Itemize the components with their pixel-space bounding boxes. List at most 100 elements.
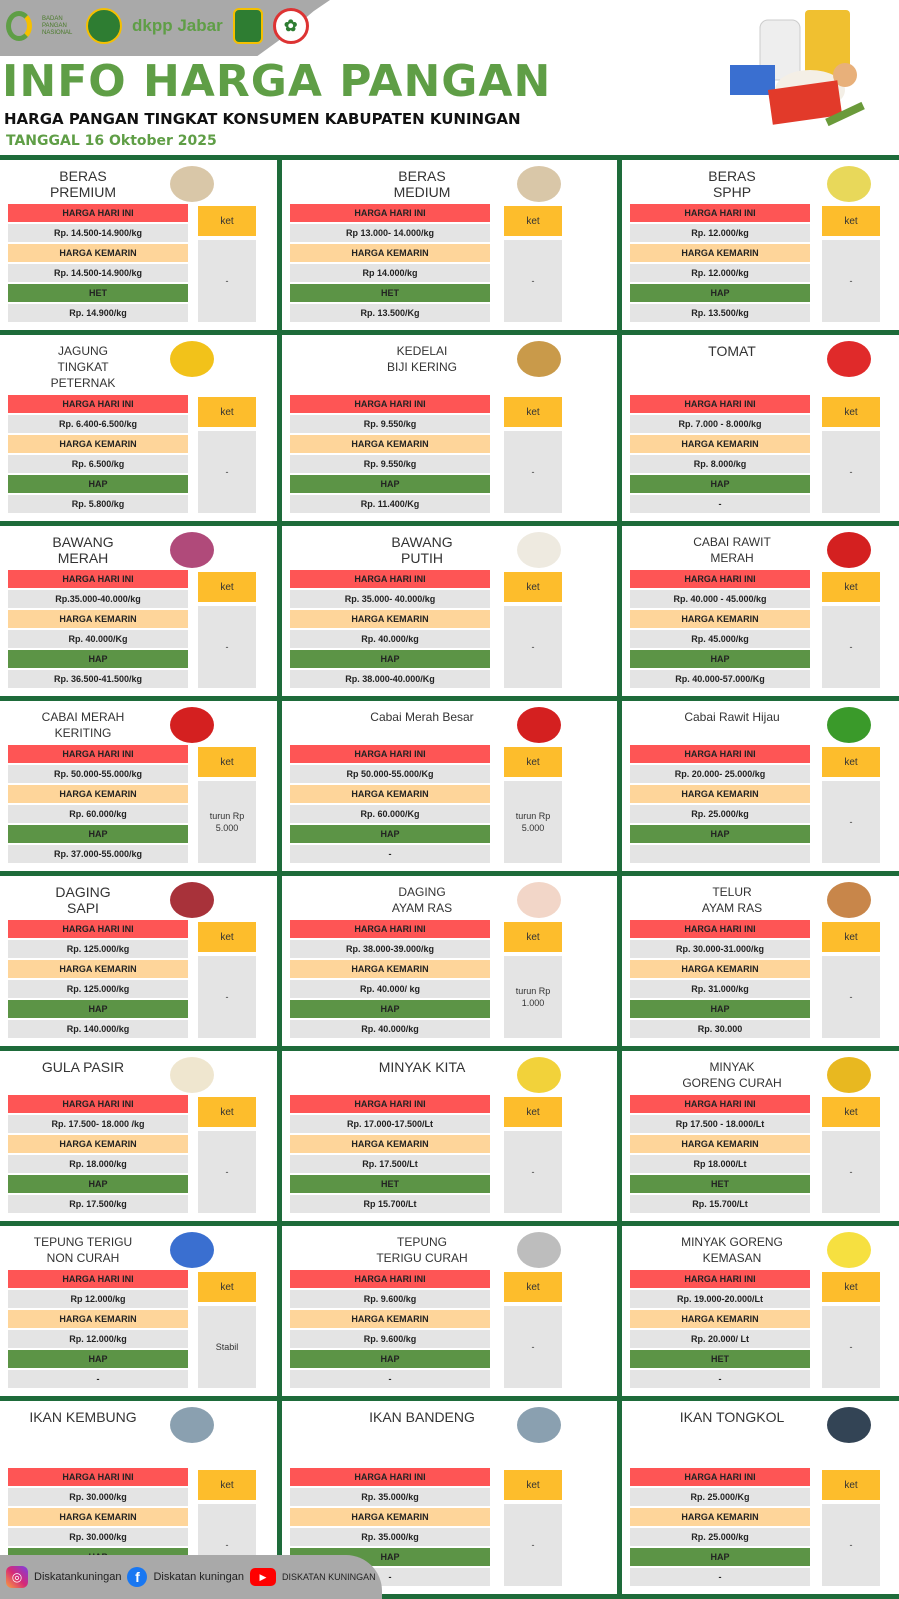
price-card: CABAI RAWIT MERAH HARGA HARI INI Rp. 40.00… bbox=[617, 526, 899, 701]
reference-price-value bbox=[630, 845, 810, 863]
price-card: KEDELAI BIJI KERING HARGA HARI INI Rp. 9.5… bbox=[277, 335, 617, 526]
reference-price-value: Rp. 37.000-55.000/kg bbox=[8, 845, 188, 863]
flour-pack-icon bbox=[170, 1232, 214, 1268]
today-price-label: HARGA HARI INI bbox=[8, 204, 188, 222]
yesterday-price-value: Rp. 125.000/kg bbox=[8, 980, 188, 998]
yesterday-price-label: HARGA KEMARIN bbox=[290, 244, 490, 262]
reference-price-value: Rp. 30.000 bbox=[630, 1020, 810, 1038]
today-price-label: HARGA HARI INI bbox=[8, 395, 188, 413]
note-column: ket - bbox=[822, 206, 880, 322]
today-price-label: HARGA HARI INI bbox=[290, 920, 490, 938]
today-price-label: HARGA HARI INI bbox=[8, 1270, 188, 1288]
note-value: - bbox=[198, 240, 256, 322]
note-value: - bbox=[822, 606, 880, 688]
facebook-icon[interactable]: f bbox=[127, 1567, 148, 1587]
yesterday-price-value: Rp. 40.000/Kg bbox=[8, 630, 188, 648]
price-card: DAGING SAPI HARGA HARI INI Rp. 125.000/kg H… bbox=[0, 876, 277, 1051]
commodity-name: IKAN KEMBUNG bbox=[29, 1409, 137, 1425]
yesterday-price-label: HARGA KEMARIN bbox=[8, 785, 188, 803]
note-column: ket - bbox=[504, 397, 562, 513]
yesterday-price-value: Rp. 8.000/kg bbox=[630, 455, 810, 473]
youtube-handle[interactable]: DISKATAN KUNINGAN bbox=[281, 1572, 376, 1582]
price-card: MINYAK GORENG CURAH HARGA HARI INI Rp 17.5… bbox=[617, 1051, 899, 1226]
reference-price-value: - bbox=[290, 845, 490, 863]
chili-icon bbox=[517, 707, 561, 743]
shallot-icon bbox=[170, 532, 214, 568]
yesterday-price-label: HARGA KEMARIN bbox=[290, 960, 490, 978]
price-table: HARGA HARI INI Rp. 35.000- 40.000/kg HARGA… bbox=[290, 570, 490, 690]
yesterday-price-label: HARGA KEMARIN bbox=[630, 1508, 810, 1526]
yesterday-price-value: Rp. 60.000/kg bbox=[8, 805, 188, 823]
today-price-label: HARGA HARI INI bbox=[630, 395, 810, 413]
yesterday-price-label: HARGA KEMARIN bbox=[8, 960, 188, 978]
oil-bottle-icon bbox=[517, 1057, 561, 1093]
corn-icon bbox=[170, 341, 214, 377]
yesterday-price-label: HARGA KEMARIN bbox=[630, 960, 810, 978]
instagram-icon[interactable]: ◎ bbox=[6, 1566, 28, 1588]
note-column: ket - bbox=[198, 206, 256, 322]
bpn-logo-text: BADAN PANGAN NASIONAL bbox=[42, 15, 73, 36]
note-value: - bbox=[504, 1131, 562, 1213]
today-price-value: Rp. 7.000 - 8.000/kg bbox=[630, 415, 810, 433]
today-price-value: Rp. 9.550/kg bbox=[290, 415, 490, 433]
today-price-value: Rp 17.500 - 18.000/Lt bbox=[630, 1115, 810, 1133]
yesterday-price-value: Rp 14.000/kg bbox=[290, 264, 490, 282]
yesterday-price-value: Rp. 14.500-14.900/kg bbox=[8, 264, 188, 282]
commodity-name: BERAS PREMIUM bbox=[49, 168, 117, 200]
instagram-handle[interactable]: Diskatankuningan bbox=[34, 1571, 122, 1583]
price-card: BERAS PREMIUM HARGA HARI INI Rp. 14.500-14… bbox=[0, 160, 277, 335]
bpn-logo-icon bbox=[6, 11, 32, 41]
note-value: turun Rp 5.000 bbox=[198, 781, 256, 863]
price-card: BAWANG MERAH HARGA HARI INI Rp.35.000-40.0… bbox=[0, 526, 277, 701]
kuningan-emblem-icon bbox=[232, 8, 263, 44]
yesterday-price-value: Rp. 6.500/kg bbox=[8, 455, 188, 473]
price-card: TELUR AYAM RAS HARGA HARI INI Rp. 30.000-3… bbox=[617, 876, 899, 1051]
today-price-label: HARGA HARI INI bbox=[630, 1468, 810, 1486]
today-price-value: Rp. 6.400-6.500/kg bbox=[8, 415, 188, 433]
note-value: - bbox=[504, 240, 562, 322]
yesterday-price-label: HARGA KEMARIN bbox=[8, 1310, 188, 1328]
commodity-name: JAGUNG TINGKAT PETERNAK bbox=[50, 344, 116, 390]
commodity-name: Cabai Merah Besar bbox=[370, 710, 474, 724]
price-table: HARGA HARI INI Rp 50.000-55.000/Kg HARGA K… bbox=[290, 745, 490, 865]
reference-price-label: HAP bbox=[290, 825, 490, 843]
note-header: ket bbox=[822, 206, 880, 236]
yesterday-price-value: Rp. 12.000/kg bbox=[8, 1330, 188, 1348]
youtube-icon[interactable]: ▶ bbox=[249, 1568, 276, 1586]
today-price-label: HARGA HARI INI bbox=[8, 1468, 188, 1486]
price-table: HARGA HARI INI Rp. 19.000-20.000/Lt HARGA … bbox=[630, 1270, 810, 1390]
today-price-label: HARGA HARI INI bbox=[8, 920, 188, 938]
note-column: ket Stabil bbox=[198, 1272, 256, 1388]
reference-price-value: Rp. 40.000/kg bbox=[290, 1020, 490, 1038]
note-header: ket bbox=[822, 1272, 880, 1302]
commodity-name: MINYAK KITA bbox=[378, 1059, 466, 1075]
yesterday-price-label: HARGA KEMARIN bbox=[8, 1135, 188, 1153]
today-price-value: Rp. 40.000 - 45.000/kg bbox=[630, 590, 810, 608]
price-table: HARGA HARI INI Rp.35.000-40.000/kg HARGA K… bbox=[8, 570, 188, 690]
tomato-icon bbox=[827, 341, 871, 377]
chicken-icon bbox=[517, 882, 561, 918]
commodity-name: TEPUNG TERIGU NON CURAH bbox=[33, 1235, 133, 1265]
fish-icon bbox=[517, 1407, 561, 1443]
note-header: ket bbox=[504, 1097, 562, 1127]
rice-sack-icon bbox=[517, 166, 561, 202]
note-header: ket bbox=[198, 1272, 256, 1302]
price-card: JAGUNG TINGKAT PETERNAK HARGA HARI INI Rp.… bbox=[0, 335, 277, 526]
price-card: Cabai Rawit Hijau HARGA HARI INI Rp. 20.00… bbox=[617, 701, 899, 876]
note-header: ket bbox=[504, 1470, 562, 1500]
reference-price-value: Rp. 5.800/kg bbox=[8, 495, 188, 513]
yesterday-price-label: HARGA KEMARIN bbox=[290, 610, 490, 628]
commodity-name: KEDELAI BIJI KERING bbox=[386, 344, 457, 374]
reference-price-value: Rp. 40.000-57.000/Kg bbox=[630, 670, 810, 688]
today-price-value: Rp. 19.000-20.000/Lt bbox=[630, 1290, 810, 1308]
note-header: ket bbox=[198, 572, 256, 602]
today-price-label: HARGA HARI INI bbox=[290, 1468, 490, 1486]
facebook-handle[interactable]: Diskatan kuningan bbox=[153, 1571, 244, 1583]
price-table: HARGA HARI INI Rp 12.000/kg HARGA KEMARIN R… bbox=[8, 1270, 188, 1390]
today-price-value: Rp.35.000-40.000/kg bbox=[8, 590, 188, 608]
today-price-value: Rp. 38.000-39.000/kg bbox=[290, 940, 490, 958]
price-card: TOMAT HARGA HARI INI Rp. 7.000 - 8.000/kg H… bbox=[617, 335, 899, 526]
note-header: ket bbox=[198, 397, 256, 427]
today-price-label: HARGA HARI INI bbox=[630, 1270, 810, 1288]
yesterday-price-label: HARGA KEMARIN bbox=[630, 785, 810, 803]
